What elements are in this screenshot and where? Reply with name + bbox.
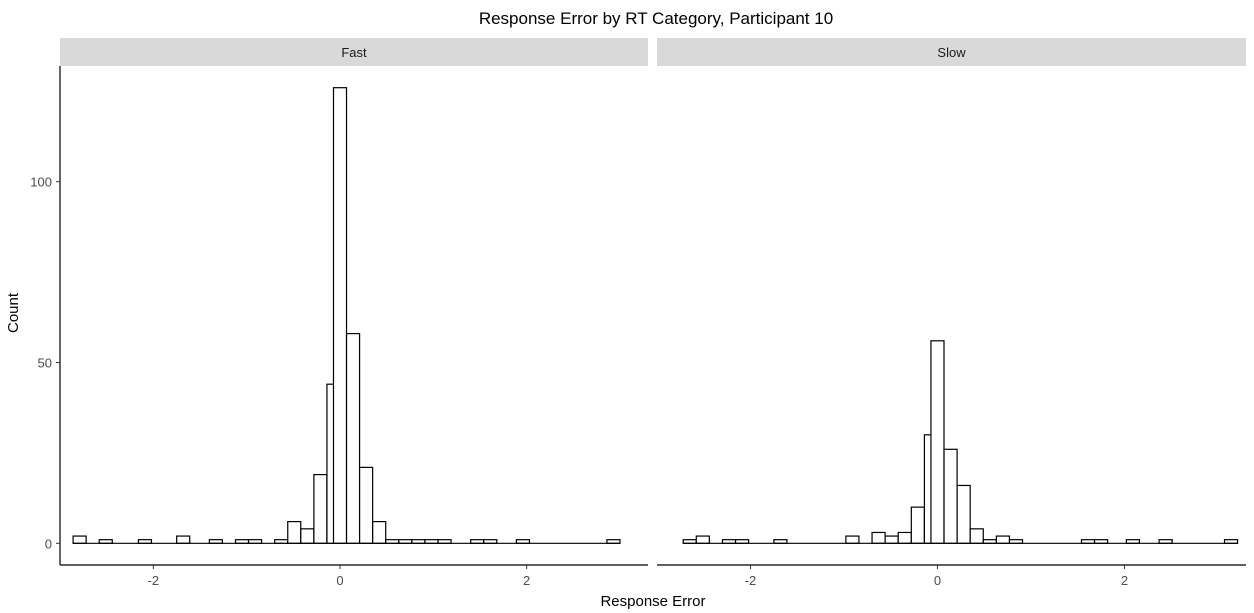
facet-panel-slow: Slow -2 0 2 xyxy=(657,38,1246,588)
histogram-bar xyxy=(372,521,387,544)
histogram-bar xyxy=(956,484,971,544)
histogram-bar xyxy=(176,535,191,544)
x-tick-label: 0 xyxy=(336,573,343,588)
histogram-bar xyxy=(943,448,958,544)
x-tick-label: 2 xyxy=(1121,573,1128,588)
histogram-bar xyxy=(313,474,328,544)
histogram-bar xyxy=(930,340,945,544)
x-tick-label: -2 xyxy=(745,573,757,588)
x-tick-label: 2 xyxy=(523,573,530,588)
histogram-bar xyxy=(695,535,710,544)
histogram-bar xyxy=(359,466,374,544)
histogram-bar xyxy=(884,535,899,544)
histogram-bar xyxy=(345,332,361,544)
histogram-bar xyxy=(910,506,925,544)
histogram-bar xyxy=(845,535,860,544)
histogram-bar xyxy=(300,528,315,544)
x-tick-label: -2 xyxy=(148,573,160,588)
bars-fast xyxy=(72,87,621,544)
facet-panel-fast: Fast -2 0 2 0 50 100 xyxy=(30,38,648,588)
y-tick-label: 0 xyxy=(45,536,52,551)
histogram-bar xyxy=(72,535,87,544)
facet-strip-label: Fast xyxy=(341,45,367,60)
facet-strip-slow xyxy=(657,38,1246,66)
facet-panels: Fast -2 0 2 0 50 100 Slow -2 0 2 xyxy=(30,38,1246,588)
histogram-bar xyxy=(995,535,1011,544)
facet-strip-fast xyxy=(60,38,648,66)
y-tick-label: 100 xyxy=(30,175,52,190)
y-axis-title: Count xyxy=(5,292,22,333)
y-tick-label: 50 xyxy=(38,356,52,371)
histogram-bar xyxy=(332,87,348,544)
x-axis-title: Response Error xyxy=(600,593,705,610)
facet-strip-label: Slow xyxy=(937,45,966,60)
x-tick-label: 0 xyxy=(934,573,941,588)
histogram-bar xyxy=(969,528,984,544)
bars-slow xyxy=(682,340,1239,544)
histogram-bar xyxy=(287,521,302,544)
chart-title: Response Error by RT Category, Participa… xyxy=(479,9,833,28)
histogram-bar xyxy=(897,531,912,544)
histogram-bar xyxy=(871,531,886,544)
